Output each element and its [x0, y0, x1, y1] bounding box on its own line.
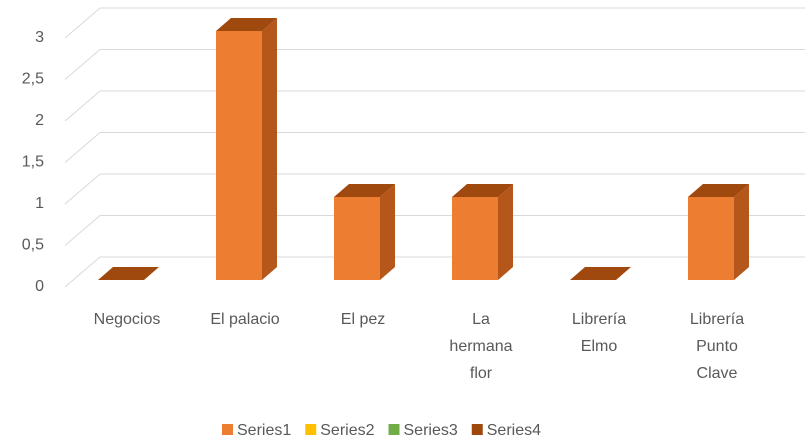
y-tick-label: 3: [35, 29, 44, 46]
legend-swatch: [222, 424, 233, 435]
grid-line: [64, 132, 805, 163]
x-tick-label: La hermana flor: [449, 311, 513, 382]
bar-top: [570, 267, 631, 280]
legend-label: Series2: [320, 422, 374, 439]
legend-label: Series4: [487, 422, 541, 439]
bar: [216, 31, 262, 280]
bar-side: [498, 184, 513, 280]
bar-top: [452, 184, 513, 197]
y-tick-label: 2,5: [22, 71, 44, 88]
y-tick-label: 0,5: [22, 237, 44, 254]
legend-swatch: [305, 424, 317, 435]
bar-top: [216, 18, 277, 31]
bar-top: [334, 184, 395, 197]
grid-line: [64, 7, 805, 39]
x-tick-label: Librería Punto Clave: [689, 311, 745, 382]
legend-label: Series1: [237, 422, 291, 439]
bar-side: [734, 184, 749, 280]
x-tick-label: Negocios: [93, 311, 161, 328]
y-tick-label: 0: [35, 278, 44, 295]
x-tick-label: El palacio: [210, 311, 280, 328]
grid-line: [64, 49, 805, 80]
grid-line: [64, 173, 805, 205]
grid-line: [64, 90, 805, 122]
grid-line: [64, 256, 805, 288]
y-tick-label: 2: [35, 112, 44, 129]
bar: [452, 197, 498, 280]
bar-side: [380, 184, 395, 280]
y-tick-label: 1: [35, 195, 44, 212]
legend-swatch: [388, 424, 400, 435]
bar: [334, 197, 380, 280]
legend-label: Series3: [404, 422, 458, 439]
bar: [688, 197, 734, 280]
x-tick-label: El pez: [340, 311, 386, 328]
bar-side: [262, 18, 277, 280]
bar-top: [98, 267, 159, 280]
y-tick-label: 1,5: [22, 154, 44, 171]
bar-top: [688, 184, 749, 197]
legend-swatch: [471, 424, 483, 435]
x-tick-label: Librería Elmo: [571, 311, 627, 355]
grid-line: [64, 215, 805, 246]
